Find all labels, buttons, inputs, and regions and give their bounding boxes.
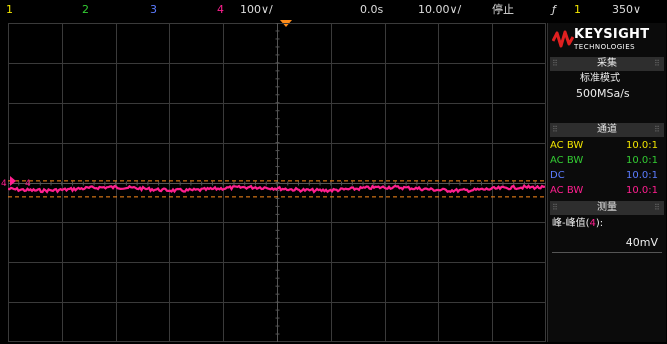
trigger-edge-icon: ƒ xyxy=(552,3,556,16)
channel-4-marker-arrow xyxy=(10,176,16,186)
grip-icon: ⠿ xyxy=(654,59,660,68)
grip-icon: ⠿ xyxy=(552,125,558,134)
channel-probe-ratio: 10.0:1 xyxy=(626,170,658,181)
measure-header[interactable]: ⠿ 测量 ⠿ xyxy=(550,201,664,215)
channel-row-3[interactable]: DC 10.0:1 xyxy=(548,169,666,183)
channel-3-indicator[interactable]: 3 xyxy=(150,3,157,16)
grip-icon: ⠿ xyxy=(654,203,660,212)
grip-icon: ⠿ xyxy=(552,203,558,212)
channel-1-indicator[interactable]: 1 xyxy=(6,3,13,16)
channel-2-indicator[interactable]: 2 xyxy=(82,3,89,16)
time-offset[interactable]: 0.0s xyxy=(360,3,384,16)
channel-probe-ratio: 10.0:1 xyxy=(626,185,658,196)
channel-row-1[interactable]: AC BW 10.0:1 xyxy=(548,139,666,153)
vertical-scale[interactable]: 100∨/ xyxy=(240,3,273,16)
waveform-display[interactable] xyxy=(8,23,546,342)
brand-name: KEYSIGHT xyxy=(574,27,650,42)
trigger-source[interactable]: 1 xyxy=(574,3,581,16)
trigger-level[interactable]: 350∨ xyxy=(612,3,642,16)
run-state[interactable]: 停止 xyxy=(492,3,514,16)
channel-4-trace xyxy=(8,184,546,194)
time-scale[interactable]: 10.00∨/ xyxy=(418,3,462,16)
channel-coupling: AC BW xyxy=(550,140,584,151)
channels-header[interactable]: ⠿ 通道 ⠿ xyxy=(550,123,664,137)
acquire-mode: 标准模式 xyxy=(580,73,620,84)
channel-row-4[interactable]: AC BW 10.0:1 xyxy=(548,184,666,198)
channel-4-reference-label: 4 xyxy=(25,179,31,189)
channel-row-2[interactable]: AC BW 10.0:1 xyxy=(548,154,666,168)
acquire-header[interactable]: ⠿ 采集 ⠿ xyxy=(550,57,664,71)
grip-icon: ⠿ xyxy=(654,125,660,134)
divider xyxy=(552,252,662,253)
grip-icon: ⠿ xyxy=(552,59,558,68)
side-panel: KEYSIGHT TECHNOLOGIES ⠿ 采集 ⠿ 标准模式 500MSa… xyxy=(547,23,666,342)
status-bar: 1 2 3 4 100∨/ 0.0s 10.00∨/ 停止 ƒ 1 350∨ xyxy=(0,0,667,22)
channel-4-indicator[interactable]: 4 xyxy=(217,3,224,16)
measurement-label: 峰-峰值(4): xyxy=(552,218,604,229)
channel-4-ground-marker[interactable]: 4 xyxy=(1,179,7,189)
channel-coupling: AC BW xyxy=(550,155,584,166)
brand-subtitle: TECHNOLOGIES xyxy=(574,43,636,51)
measurement-item[interactable]: 峰-峰值(4): 40mV xyxy=(548,216,666,256)
sample-rate: 500MSa/s xyxy=(576,87,630,100)
center-axes xyxy=(8,23,546,342)
keysight-wave-icon xyxy=(552,30,574,48)
channel-probe-ratio: 10.0:1 xyxy=(626,155,658,166)
channel-coupling: AC BW xyxy=(550,185,584,196)
brand-logo: KEYSIGHT TECHNOLOGIES xyxy=(548,23,666,56)
channel-probe-ratio: 10.0:1 xyxy=(626,140,658,151)
measurement-value: 40mV xyxy=(625,236,658,249)
channel-coupling: DC xyxy=(550,170,565,181)
